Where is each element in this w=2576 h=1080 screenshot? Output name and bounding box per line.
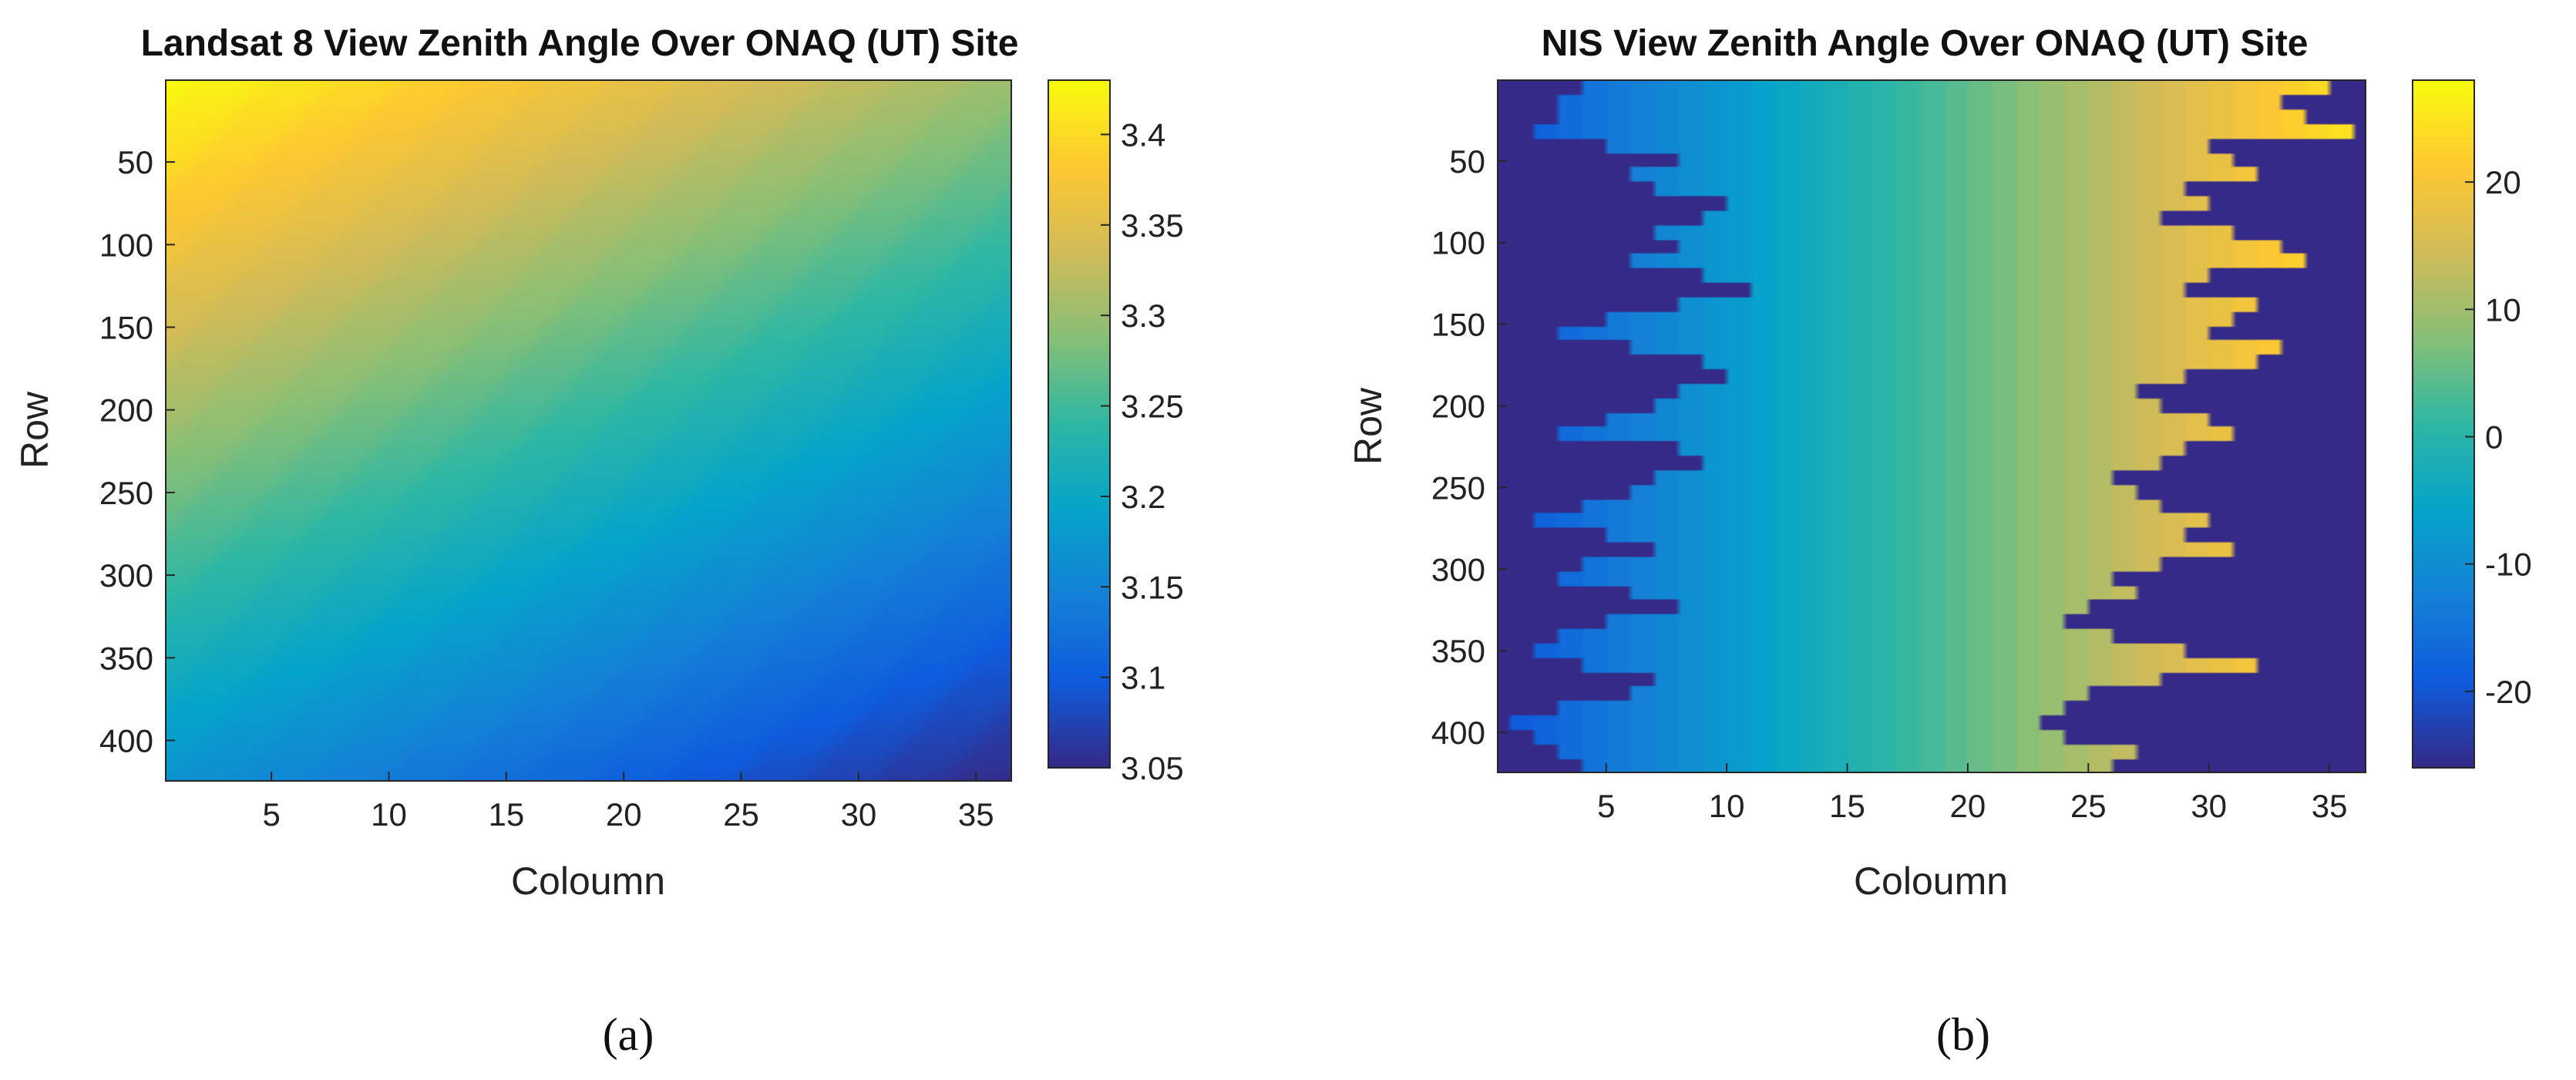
panel-a-x-tick-label: 10 [371, 796, 407, 833]
panel-a-x-tick-label: 5 [262, 796, 280, 833]
panel-b-title: NIS View Zenith Angle Over ONAQ (UT) Sit… [1542, 23, 2309, 64]
panel-b-plot-frame [1497, 79, 2366, 773]
panel-b-colorbar-tick-label: 10 [2485, 291, 2521, 328]
panel-a-x-tick-label: 15 [488, 796, 524, 833]
panel-b-x-tick-label: 20 [1950, 788, 1986, 824]
panel-b-y-tick-label: 150 [1431, 307, 1485, 343]
panel-a-colorbar-tick-label: 3.4 [1121, 116, 1165, 153]
panel-a-y-axis: 50 100 150 200 250 300 350 400 [99, 144, 175, 759]
panel-b-colorbar-tick-label: 0 [2485, 419, 2503, 456]
panel-a-y-tick-label: 50 [117, 144, 153, 180]
panel-a-colorbar-tick-label: 3.1 [1121, 660, 1165, 696]
panel-b-y-axis: 50 100 150 200 250 300 350 400 [1431, 143, 1507, 751]
panel-b-heatmap-image [1498, 80, 2366, 772]
panel-a-colorbar-tick-label: 3.05 [1121, 750, 1184, 786]
panel-a-y-tick-label: 300 [99, 557, 153, 594]
panel-a-colorbar-tick-label: 3.15 [1121, 569, 1184, 605]
panel-b-colorbar-tick-label: -10 [2485, 547, 2532, 583]
panel-a-y-tick-label: 100 [99, 227, 153, 263]
panel-a-x-tick-label: 35 [958, 796, 994, 833]
panel-b-colorbar-ticks: -20 -10 0 10 20 [2465, 164, 2532, 710]
panel-a-title: Landsat 8 View Zenith Angle Over ONAQ (U… [141, 23, 1019, 64]
panel-b: NIS View Zenith Angle Over ONAQ (UT) Sit… [1347, 23, 2532, 1060]
panel-b-x-tick-label: 10 [1709, 788, 1745, 824]
panel-a-x-tick-label: 30 [841, 796, 877, 833]
panel-a-colorbar-tick-label: 3.35 [1121, 207, 1184, 244]
panel-a-heatmap-image [166, 80, 1011, 781]
panel-b-x-axis: 5 10 15 20 25 30 35 [1597, 763, 2347, 824]
panel-a-x-label: Coloumn [511, 860, 665, 903]
panel-a-caption: (a) [603, 1009, 654, 1060]
panel-b-y-tick-label: 50 [1449, 143, 1485, 180]
panel-a-colorbar: 3.05 3.1 3.15 3.2 3.25 3.3 3.35 3.4 [1048, 79, 1184, 786]
panel-b-y-tick-label: 200 [1431, 389, 1485, 425]
panel-b-y-tick-label: 400 [1431, 715, 1485, 751]
panel-a-y-tick-label: 350 [99, 640, 153, 676]
panel-a-colorbar-tick-label: 3.25 [1121, 389, 1184, 425]
panel-b-y-tick-label: 350 [1431, 633, 1485, 669]
panel-a-y-tick-label: 200 [99, 392, 153, 429]
panel-a-colorbar-image [1048, 80, 1110, 768]
panel-a: Landsat 8 View Zenith Angle Over ONAQ (U… [13, 23, 1184, 1060]
panel-a-x-tick-label: 25 [723, 796, 759, 833]
panel-b-colorbar: -20 -10 0 10 20 [2412, 79, 2532, 769]
panel-a-colorbar-tick-label: 3.3 [1121, 298, 1165, 334]
panel-b-x-tick-label: 15 [1829, 788, 1865, 824]
panel-a-plot-frame [165, 79, 1012, 782]
panel-b-caption: (b) [1936, 1009, 1990, 1060]
panel-a-y-tick-label: 250 [99, 475, 153, 511]
panel-a-colorbar-tick-label: 3.2 [1121, 479, 1165, 515]
panel-a-colorbar-ticks: 3.05 3.1 3.15 3.2 3.25 3.3 3.35 3.4 [1101, 116, 1184, 786]
panel-b-x-tick-label: 35 [2312, 788, 2348, 824]
panel-a-x-tick-label: 20 [606, 796, 642, 833]
panel-a-x-axis: 5 10 15 20 25 30 35 [262, 772, 994, 833]
panel-b-colorbar-image [2413, 80, 2474, 768]
panel-a-y-label: Row [13, 391, 56, 469]
panel-b-x-tick-label: 30 [2191, 788, 2227, 824]
panel-b-y-tick-label: 300 [1431, 551, 1485, 587]
panel-b-colorbar-tick-label: 20 [2485, 164, 2521, 200]
panel-b-colorbar-frame [2412, 79, 2475, 769]
panel-b-heatmap [1497, 79, 2366, 773]
panel-a-y-tick-label: 150 [99, 310, 153, 346]
panel-b-y-tick-label: 250 [1431, 469, 1485, 506]
panel-b-y-label: Row [1347, 387, 1390, 465]
panel-b-y-tick-label: 100 [1431, 225, 1485, 261]
panel-a-heatmap [165, 79, 1012, 782]
panel-a-y-tick-label: 400 [99, 722, 153, 759]
panel-b-x-tick-label: 25 [2070, 788, 2107, 824]
panel-a-colorbar-frame [1048, 79, 1111, 769]
panel-b-x-tick-label: 5 [1597, 788, 1615, 824]
panel-b-x-label: Coloumn [1854, 860, 2008, 903]
panel-b-colorbar-tick-label: -20 [2485, 674, 2532, 710]
